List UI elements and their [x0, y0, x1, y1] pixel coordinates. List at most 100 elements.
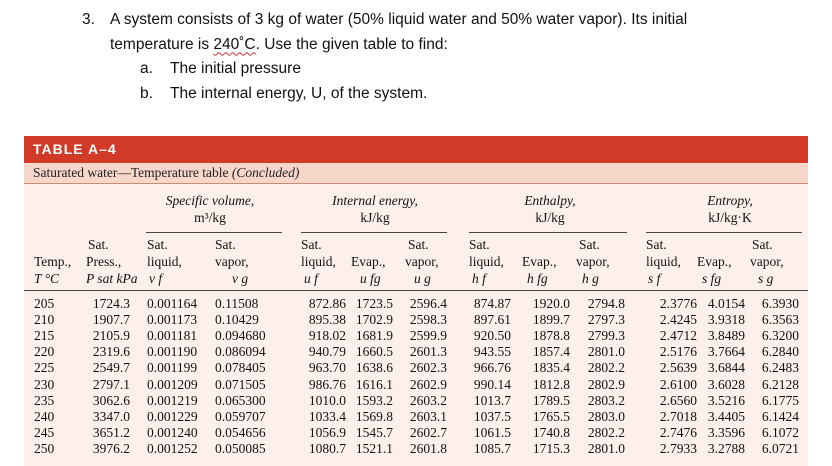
cell-ufg: 1521.1 — [355, 441, 393, 456]
cell-sfg: 3.2788 — [707, 441, 745, 456]
cell-sg: 6.3563 — [761, 312, 799, 327]
cell-vf: 0.001173 — [147, 312, 198, 327]
cell-sfg: 3.8489 — [707, 328, 745, 343]
cell-ufg: 1723.5 — [355, 296, 393, 311]
table-caption: Saturated water—Temperature table (Concl… — [24, 163, 808, 183]
table-row: 230 2797.1 0.001209 0.071505 986.76 1616.1 260… — [0, 377, 832, 393]
cell-vf: 0.001209 — [147, 377, 198, 392]
question-line-2: temperature is 240˚C. Use the given tabl… — [82, 33, 822, 58]
cell-sf: 2.4245 — [659, 312, 697, 327]
group-internal-energy-name: Internal energy, — [332, 193, 418, 208]
cell-ug: 2603.2 — [409, 393, 447, 408]
cell-ug: 2603.1 — [409, 409, 447, 424]
cell-temp: 225 — [34, 360, 55, 375]
cell-vf: 0.001164 — [147, 296, 198, 311]
cell-ug: 2598.3 — [409, 312, 447, 327]
cell-hg: 2794.8 — [587, 296, 625, 311]
cell-hf: 1037.5 — [473, 409, 511, 424]
cell-hf: 1061.5 — [473, 425, 511, 440]
cell-ufg: 1593.2 — [355, 393, 393, 408]
cell-temp: 210 — [34, 312, 55, 327]
cell-sf: 2.7476 — [659, 425, 697, 440]
cell-psat: 3062.6 — [92, 393, 130, 408]
cell-sf: 2.5176 — [659, 344, 697, 359]
hdr2-sg: vapor, — [750, 254, 784, 269]
cell-hf: 874.87 — [473, 296, 511, 311]
hdr2-hf: liquid, — [469, 254, 504, 269]
cell-ug: 2596.4 — [409, 296, 447, 311]
cell-sf: 2.3776 — [659, 296, 697, 311]
hdr1-vf: Sat. — [147, 237, 168, 252]
cell-hf: 920.50 — [473, 328, 511, 343]
cell-sfg: 3.5216 — [707, 393, 745, 408]
hdr2-sfg: Evap., — [697, 254, 732, 269]
cell-temp: 240 — [34, 409, 55, 424]
question-item-a-label: a. — [140, 60, 153, 77]
table-caption-text: Saturated water—Temperature table — [33, 165, 229, 180]
hdr3-hf: h f — [472, 271, 486, 286]
group-internal-energy: Internal energy, kJ/kg — [300, 192, 450, 226]
cell-sfg: 4.0154 — [707, 296, 745, 311]
hdr1-ug: Sat. — [408, 237, 429, 252]
hdr2-hfg: Evap., — [522, 254, 557, 269]
cell-vg: 0.071505 — [215, 377, 266, 392]
cell-psat: 1907.7 — [92, 312, 130, 327]
cell-uf: 986.76 — [308, 377, 346, 392]
group-specific-volume-name: Specific volume, — [165, 193, 255, 208]
cell-vf: 0.001252 — [147, 441, 198, 456]
table-row: 220 2319.6 0.001190 0.086094 940.79 1660.5 260… — [0, 344, 832, 360]
cell-ufg: 1616.1 — [355, 377, 393, 392]
cell-uf: 1010.0 — [308, 393, 346, 408]
table-row: 215 2105.9 0.001181 0.094680 918.02 1681.9 259… — [0, 328, 832, 344]
cell-vf: 0.001240 — [147, 425, 198, 440]
cell-temp: 235 — [34, 393, 55, 408]
cell-psat: 3347.0 — [92, 409, 130, 424]
cell-hfg: 1878.8 — [532, 328, 570, 343]
cell-vg: 0.11508 — [215, 296, 259, 311]
question-item-a: a. The initial pressure — [140, 57, 822, 82]
cell-psat: 3976.2 — [92, 441, 130, 456]
cell-vg: 0.059707 — [215, 409, 266, 424]
cell-hfg: 1899.7 — [532, 312, 570, 327]
cell-hg: 2803.0 — [587, 409, 625, 424]
cell-hfg: 1765.5 — [532, 409, 570, 424]
cell-sf: 2.6100 — [659, 377, 697, 392]
hdr1-vg: Sat. — [215, 237, 236, 252]
cell-hfg: 1920.0 — [532, 296, 570, 311]
group-rule-specific-volume — [146, 232, 282, 233]
cell-hfg: 1789.5 — [532, 393, 570, 408]
cell-ug: 2599.9 — [409, 328, 447, 343]
cell-sf: 2.4712 — [659, 328, 697, 343]
hdr1-hf: Sat. — [469, 237, 490, 252]
cell-sg: 6.2840 — [761, 344, 799, 359]
hdr3-vg: v g — [232, 271, 249, 286]
cell-vf: 0.001219 — [147, 393, 198, 408]
hdr1-press: Sat. — [88, 237, 109, 252]
cell-sf: 2.7018 — [659, 409, 697, 424]
question-item-b-text: The internal energy, U, of the system. — [170, 84, 428, 102]
hdr1-hg: Sat. — [579, 237, 600, 252]
hdr3-press: P sat kPa — [86, 271, 138, 286]
table-caption-note: (Concluded) — [231, 165, 300, 180]
cell-uf: 940.79 — [308, 344, 346, 359]
cell-sfg: 3.3596 — [707, 425, 745, 440]
question-item-b-label: b. — [140, 84, 153, 102]
cell-hf: 897.61 — [473, 312, 511, 327]
cell-ug: 2601.3 — [409, 344, 447, 359]
table-body-background — [24, 183, 808, 466]
cell-hg: 2801.0 — [587, 441, 625, 456]
cell-ufg: 1545.7 — [355, 425, 393, 440]
cell-hf: 943.55 — [473, 344, 511, 359]
cell-hfg: 1857.4 — [532, 344, 570, 359]
cell-temp: 230 — [34, 377, 55, 392]
hdr3-sg: s g — [758, 271, 774, 286]
hdr2-hg: vapor, — [576, 254, 610, 269]
cell-sg: 6.1775 — [761, 393, 799, 408]
cell-ufg: 1702.9 — [355, 312, 393, 327]
header-rule — [24, 290, 808, 291]
cell-ufg: 1569.8 — [355, 409, 393, 424]
cell-psat: 2105.9 — [92, 328, 130, 343]
cell-hfg: 1812.8 — [532, 377, 570, 392]
hdr3-sfg: s fg — [702, 271, 722, 286]
cell-sfg: 3.4405 — [707, 409, 745, 424]
